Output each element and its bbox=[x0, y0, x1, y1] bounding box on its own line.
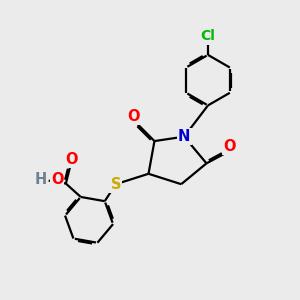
Text: S: S bbox=[111, 177, 121, 192]
Text: H: H bbox=[35, 172, 47, 187]
Text: N: N bbox=[178, 129, 190, 144]
Text: O: O bbox=[223, 139, 236, 154]
Text: O: O bbox=[66, 152, 78, 167]
Text: O: O bbox=[51, 172, 64, 187]
Text: O: O bbox=[127, 109, 139, 124]
Text: Cl: Cl bbox=[200, 29, 215, 44]
